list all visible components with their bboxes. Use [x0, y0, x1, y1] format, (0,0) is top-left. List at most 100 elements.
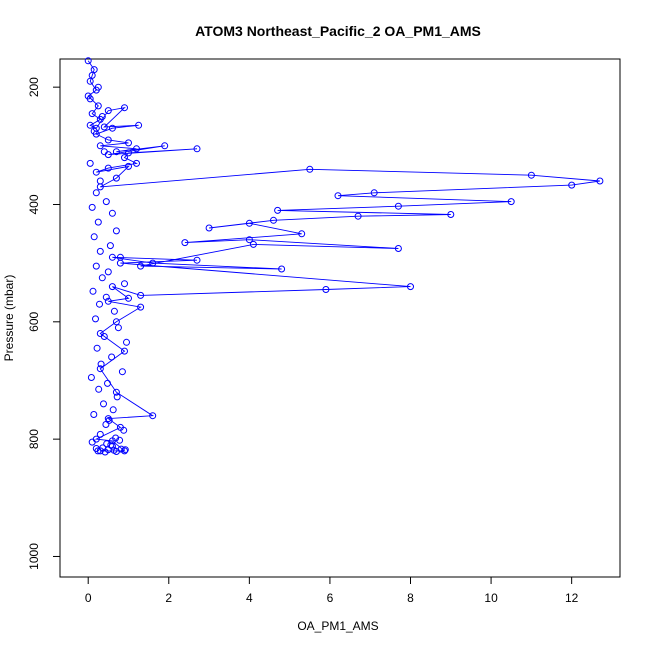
y-axis: 200 400 600 800 1000 — [27, 77, 61, 570]
data-point — [137, 303, 145, 311]
data-point — [137, 291, 145, 299]
data-point — [108, 353, 116, 361]
data-point — [86, 95, 94, 103]
data-point — [193, 256, 201, 264]
data-layer — [84, 57, 604, 456]
x-tick-label: 12 — [565, 591, 579, 605]
data-point — [104, 164, 112, 172]
x-tick-label: 6 — [327, 591, 334, 605]
data-point — [87, 374, 95, 381]
data-point — [92, 262, 100, 270]
data-point — [116, 253, 124, 261]
data-point — [334, 192, 342, 200]
data-point — [112, 318, 120, 326]
plot-frame — [59, 58, 621, 578]
data-point — [96, 177, 104, 185]
data-point — [104, 107, 112, 115]
data-point — [121, 446, 129, 454]
data-point — [106, 242, 114, 250]
x-axis-label: OA_PM1_AMS — [297, 619, 378, 633]
data-point — [121, 447, 128, 455]
data-point — [135, 121, 143, 129]
data-point — [104, 379, 111, 387]
data-point — [181, 239, 189, 247]
data-point — [298, 230, 306, 238]
data-point — [125, 149, 132, 157]
data-point — [447, 211, 455, 218]
data-point — [121, 280, 128, 288]
data-point — [94, 83, 102, 91]
data-point — [84, 57, 92, 65]
data-point — [245, 236, 253, 244]
data-point — [149, 259, 157, 267]
data-point — [394, 245, 402, 252]
data-point — [205, 224, 213, 232]
data-point — [88, 438, 96, 446]
data-point — [249, 240, 257, 248]
data-point — [96, 430, 104, 438]
data-point — [121, 154, 128, 162]
data-point — [102, 421, 110, 428]
data-point — [102, 293, 110, 301]
data-point — [527, 171, 535, 179]
data-point — [112, 148, 120, 156]
data-point — [89, 287, 97, 295]
y-tick-label: 200 — [27, 77, 41, 97]
data-point — [507, 198, 515, 206]
data-point — [96, 247, 104, 255]
data-point — [407, 283, 414, 291]
data-point — [100, 123, 108, 131]
data-point — [108, 124, 116, 132]
x-tick-label: 8 — [407, 591, 414, 605]
data-point — [270, 216, 277, 224]
data-point — [92, 168, 100, 176]
data-point — [394, 202, 402, 210]
data-point — [88, 203, 96, 211]
data-point — [94, 102, 102, 110]
data-point — [596, 177, 604, 185]
data-point — [149, 412, 157, 420]
data-point — [112, 434, 120, 442]
data-point — [116, 436, 124, 444]
data-point — [123, 338, 130, 346]
data-point — [118, 368, 126, 376]
data-point — [274, 206, 282, 214]
data-point — [121, 347, 128, 355]
data-point — [245, 219, 253, 227]
data-point — [108, 253, 116, 261]
data-point — [90, 411, 98, 418]
data-point — [100, 400, 107, 408]
data-point — [370, 189, 378, 197]
data-point — [113, 393, 121, 401]
data-point — [95, 385, 103, 393]
data-point — [98, 113, 106, 120]
data-point — [120, 426, 128, 434]
x-tick-label: 2 — [165, 591, 172, 605]
y-tick-label: 600 — [27, 311, 41, 331]
data-point — [104, 297, 112, 305]
data-point — [114, 324, 122, 332]
data-point — [110, 307, 118, 315]
data-point — [92, 189, 100, 197]
data-point — [86, 159, 94, 167]
y-axis-label: Pressure (mbar) — [2, 275, 16, 362]
data-point — [92, 445, 100, 452]
chart-title: ATOM3 Northeast_Pacific_2 OA_PM1_AMS — [195, 23, 481, 39]
data-point — [90, 127, 98, 135]
data-point — [88, 71, 96, 79]
data-point — [94, 218, 102, 226]
data-point — [133, 159, 140, 167]
data-point — [97, 360, 105, 368]
x-axis: 0 2 4 6 8 10 12 — [85, 576, 579, 605]
data-point — [112, 174, 120, 182]
data-point — [306, 165, 314, 173]
data-point — [125, 139, 132, 147]
x-tick-label: 0 — [85, 591, 92, 605]
data-point — [193, 145, 201, 153]
data-point — [104, 268, 112, 276]
data-point — [121, 104, 128, 112]
data-point — [93, 344, 101, 352]
data-point — [161, 142, 169, 150]
data-point — [90, 233, 98, 241]
